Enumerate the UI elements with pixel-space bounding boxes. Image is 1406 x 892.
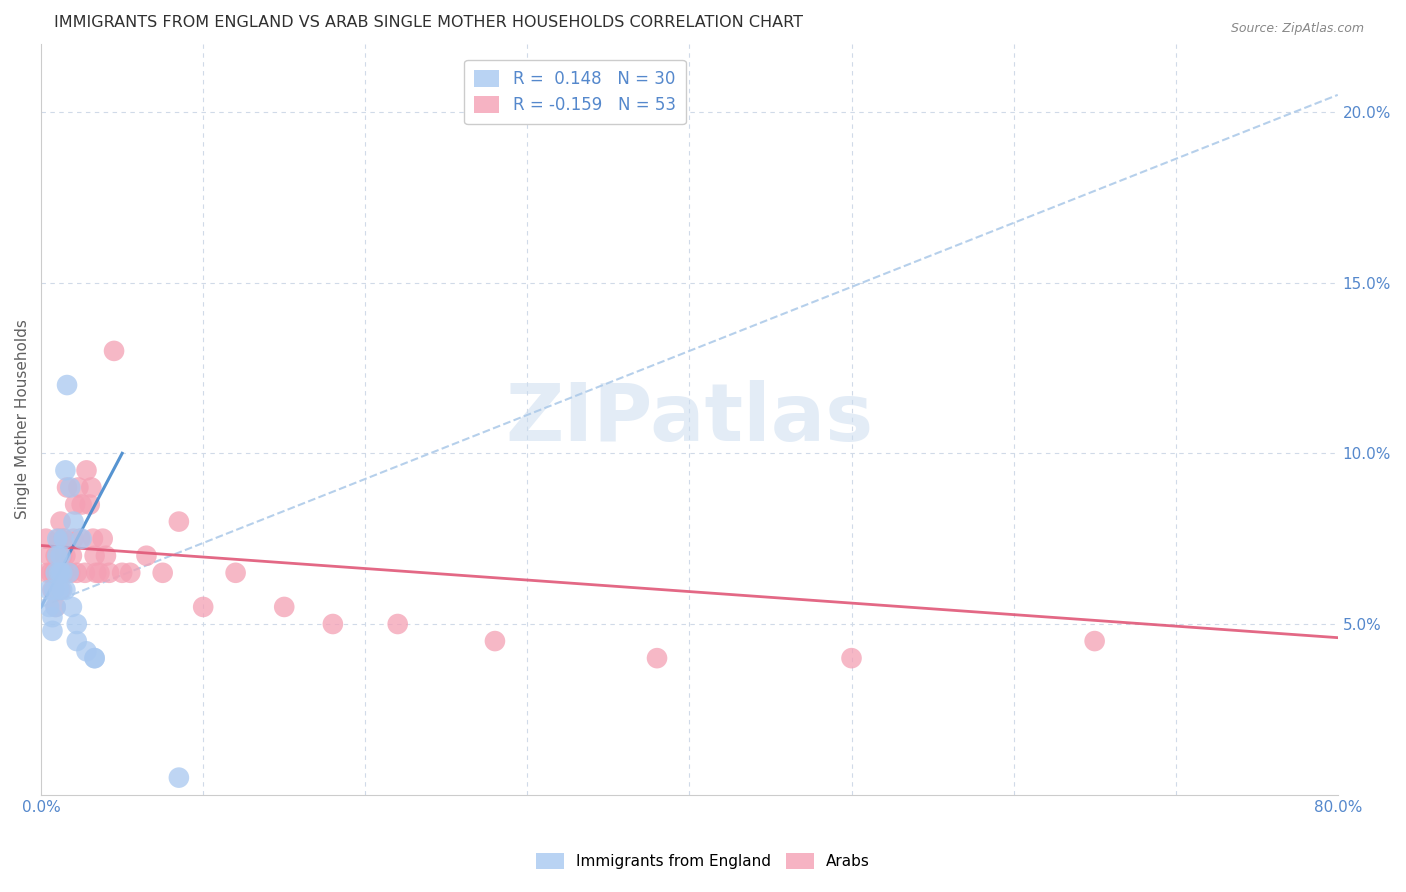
Point <box>41 624 63 638</box>
Point <box>76 644 98 658</box>
Point <box>94 549 117 563</box>
Point <box>51 549 73 563</box>
Text: Source: ZipAtlas.com: Source: ZipAtlas.com <box>1230 22 1364 36</box>
Point <box>45 599 67 614</box>
Point <box>59 566 82 580</box>
Point <box>38 599 60 614</box>
Point <box>91 532 114 546</box>
Point <box>84 566 107 580</box>
Point <box>48 566 70 580</box>
Point <box>56 480 79 494</box>
Point <box>103 343 125 358</box>
Point <box>62 515 84 529</box>
Point <box>167 771 190 785</box>
Point <box>83 651 105 665</box>
Point <box>51 582 73 597</box>
Point <box>45 599 67 614</box>
Point <box>79 498 101 512</box>
Point <box>48 582 70 597</box>
Point <box>66 566 89 580</box>
Point <box>1084 634 1107 648</box>
Y-axis label: Single Mother Households: Single Mother Households <box>15 319 30 519</box>
Point <box>66 634 89 648</box>
Point <box>111 566 134 580</box>
Point <box>49 549 72 563</box>
Point <box>59 480 82 494</box>
Point <box>73 566 96 580</box>
Point <box>225 566 247 580</box>
Point <box>273 599 295 614</box>
Legend: Immigrants from England, Arabs: Immigrants from England, Arabs <box>530 847 876 875</box>
Point <box>80 480 103 494</box>
Point <box>76 463 98 477</box>
Point <box>60 599 83 614</box>
Point <box>52 532 75 546</box>
Point <box>120 566 142 580</box>
Point <box>58 566 80 580</box>
Point <box>645 651 668 665</box>
Point <box>322 617 344 632</box>
Point <box>55 549 77 563</box>
Point <box>193 599 215 614</box>
Point <box>66 617 89 632</box>
Point <box>55 463 77 477</box>
Point <box>69 532 91 546</box>
Point <box>51 566 73 580</box>
Legend: R =  0.148   N = 30, R = -0.159   N = 53: R = 0.148 N = 30, R = -0.159 N = 53 <box>464 60 686 124</box>
Point <box>60 549 83 563</box>
Point <box>35 532 58 546</box>
Point <box>52 532 75 546</box>
Point <box>83 651 105 665</box>
Point <box>46 566 69 580</box>
Point <box>83 549 105 563</box>
Point <box>484 634 506 648</box>
Point <box>51 566 73 580</box>
Point <box>49 515 72 529</box>
Point <box>48 532 70 546</box>
Point <box>98 566 121 580</box>
Point <box>63 498 86 512</box>
Point <box>67 480 90 494</box>
Point <box>37 566 59 580</box>
Point <box>62 532 84 546</box>
Point <box>38 582 60 597</box>
Point <box>38 549 60 563</box>
Point <box>135 549 157 563</box>
Point <box>55 582 77 597</box>
Point <box>45 566 67 580</box>
Point <box>841 651 863 665</box>
Point <box>39 566 62 580</box>
Point <box>58 566 80 580</box>
Point <box>70 498 93 512</box>
Point <box>70 532 93 546</box>
Point <box>52 566 75 580</box>
Point <box>152 566 174 580</box>
Point <box>46 532 69 546</box>
Point <box>42 566 65 580</box>
Point <box>42 582 65 597</box>
Point <box>82 532 104 546</box>
Point <box>41 582 63 597</box>
Point <box>167 515 190 529</box>
Point <box>56 378 79 392</box>
Point <box>387 617 409 632</box>
Point <box>49 582 72 597</box>
Point <box>49 566 72 580</box>
Point <box>41 610 63 624</box>
Text: IMMIGRANTS FROM ENGLAND VS ARAB SINGLE MOTHER HOUSEHOLDS CORRELATION CHART: IMMIGRANTS FROM ENGLAND VS ARAB SINGLE M… <box>53 15 803 30</box>
Point <box>89 566 111 580</box>
Point <box>45 549 67 563</box>
Point <box>46 549 69 563</box>
Text: ZIPatlas: ZIPatlas <box>505 380 873 458</box>
